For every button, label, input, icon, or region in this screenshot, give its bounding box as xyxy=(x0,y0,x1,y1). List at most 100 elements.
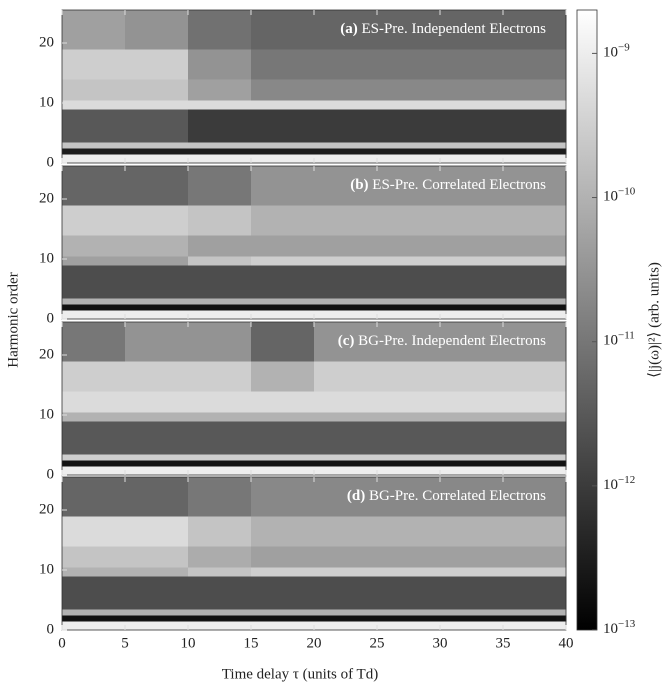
heatmap-cell xyxy=(314,49,378,80)
heatmap-cell xyxy=(440,516,504,547)
heatmap-cell xyxy=(440,421,504,455)
heatmap-cell xyxy=(188,235,252,257)
heatmap-cell xyxy=(440,477,504,517)
heatmap-cell xyxy=(125,235,189,257)
heatmap-cell xyxy=(314,477,378,517)
heatmap-cell xyxy=(314,615,378,622)
heatmap-cell xyxy=(503,576,567,610)
heatmap-cell xyxy=(125,477,189,517)
heatmap-cell xyxy=(251,79,315,101)
heatmap-cell xyxy=(314,546,378,568)
heatmap-cell xyxy=(314,621,378,631)
tick-exponent: −12 xyxy=(618,473,635,485)
panel-title-tag: (c) xyxy=(338,333,355,349)
heatmap-cell xyxy=(251,454,315,461)
heatmap-cell xyxy=(314,100,378,110)
heatmap-cell xyxy=(503,516,567,547)
heatmap-cell xyxy=(188,166,252,206)
heatmap-cell xyxy=(251,421,315,455)
heatmap-cell xyxy=(377,298,441,305)
heatmap-cell xyxy=(62,576,126,610)
heatmap-cell xyxy=(377,166,441,206)
heatmap-cell xyxy=(251,567,315,577)
heatmap-cell xyxy=(440,100,504,110)
heatmap-cell xyxy=(62,621,126,631)
heatmap-cell xyxy=(503,310,567,320)
heatmap-cell xyxy=(251,546,315,568)
heatmap-cell xyxy=(62,412,126,422)
heatmap-cell xyxy=(188,322,252,362)
y-tick-label: 10 xyxy=(39,250,54,266)
heatmap-cell xyxy=(503,100,567,110)
heatmap-cell xyxy=(377,391,441,413)
heatmap-cell xyxy=(62,148,126,155)
heatmap-cell xyxy=(188,304,252,311)
x-tick-label: 15 xyxy=(244,635,259,651)
heatmap-cell xyxy=(503,154,567,164)
heatmap-cell xyxy=(503,10,567,50)
heatmap-cell xyxy=(314,256,378,266)
tick-base: 10 xyxy=(603,45,618,61)
heatmap-cell xyxy=(62,265,126,299)
heatmap-cell xyxy=(377,609,441,616)
heatmap-cell xyxy=(314,79,378,101)
heatmap-cell xyxy=(62,10,126,50)
y-tick-label: 0 xyxy=(47,310,55,326)
heatmap-cell xyxy=(251,460,315,467)
heatmap-cell xyxy=(440,154,504,164)
heatmap-cell xyxy=(62,466,126,476)
heatmap-cell xyxy=(314,391,378,413)
heatmap-cell xyxy=(503,49,567,80)
x-tick-label: 30 xyxy=(433,635,448,651)
heatmap-cell xyxy=(503,615,567,622)
heatmap-cell xyxy=(314,304,378,311)
x-tick-label: 40 xyxy=(559,635,574,651)
heatmap-cell xyxy=(314,142,378,149)
heatmap-cell xyxy=(251,322,315,362)
heatmap-cell xyxy=(440,265,504,299)
heatmap-cell xyxy=(188,148,252,155)
heatmap-cell xyxy=(251,516,315,547)
heatmap-cell xyxy=(62,361,126,392)
heatmap-cell xyxy=(188,477,252,517)
heatmap-cell xyxy=(440,256,504,266)
y-tick-label: 10 xyxy=(39,94,54,110)
colorbar-tick-label: 10−10 xyxy=(603,185,636,205)
heatmap-cell xyxy=(251,609,315,616)
heatmap-cell xyxy=(251,361,315,392)
heatmap-cell xyxy=(377,154,441,164)
heatmap-cell xyxy=(251,100,315,110)
heatmap-cell xyxy=(62,79,126,101)
heatmap-cell xyxy=(314,466,378,476)
heatmap-cell xyxy=(62,421,126,455)
heatmap-cell xyxy=(314,10,378,50)
heatmap-cell xyxy=(377,421,441,455)
panel-title-tag: (d) xyxy=(347,488,365,504)
heatmap-cell xyxy=(503,361,567,392)
heatmap-cell xyxy=(188,391,252,413)
heatmap-cell xyxy=(251,477,315,517)
heatmap-cell xyxy=(62,516,126,547)
heatmap-cell xyxy=(62,109,126,143)
heatmap-cell xyxy=(251,576,315,610)
tick-exponent: −13 xyxy=(618,618,636,630)
tick-base: 10 xyxy=(603,621,618,637)
heatmap-cell xyxy=(62,454,126,461)
heatmap-cell xyxy=(188,421,252,455)
heatmap-cell xyxy=(125,412,189,422)
tick-exponent: −9 xyxy=(618,41,630,53)
colorbar-tick-label: 10−11 xyxy=(603,329,635,349)
heatmap-cell xyxy=(503,265,567,299)
heatmap-cell xyxy=(440,621,504,631)
y-tick-label: 0 xyxy=(47,621,55,637)
panel-title: (c) BG-Pre. Independent Electrons xyxy=(338,333,546,349)
heatmap-cell xyxy=(62,235,126,257)
heatmap-cell xyxy=(125,304,189,311)
heatmap-cell xyxy=(314,421,378,455)
heatmap-cell xyxy=(188,609,252,616)
heatmap-cell xyxy=(377,79,441,101)
heatmap-cell xyxy=(440,166,504,206)
heatmap-cell xyxy=(251,391,315,413)
heatmap-cell xyxy=(377,477,441,517)
heatmap-cell xyxy=(377,361,441,392)
